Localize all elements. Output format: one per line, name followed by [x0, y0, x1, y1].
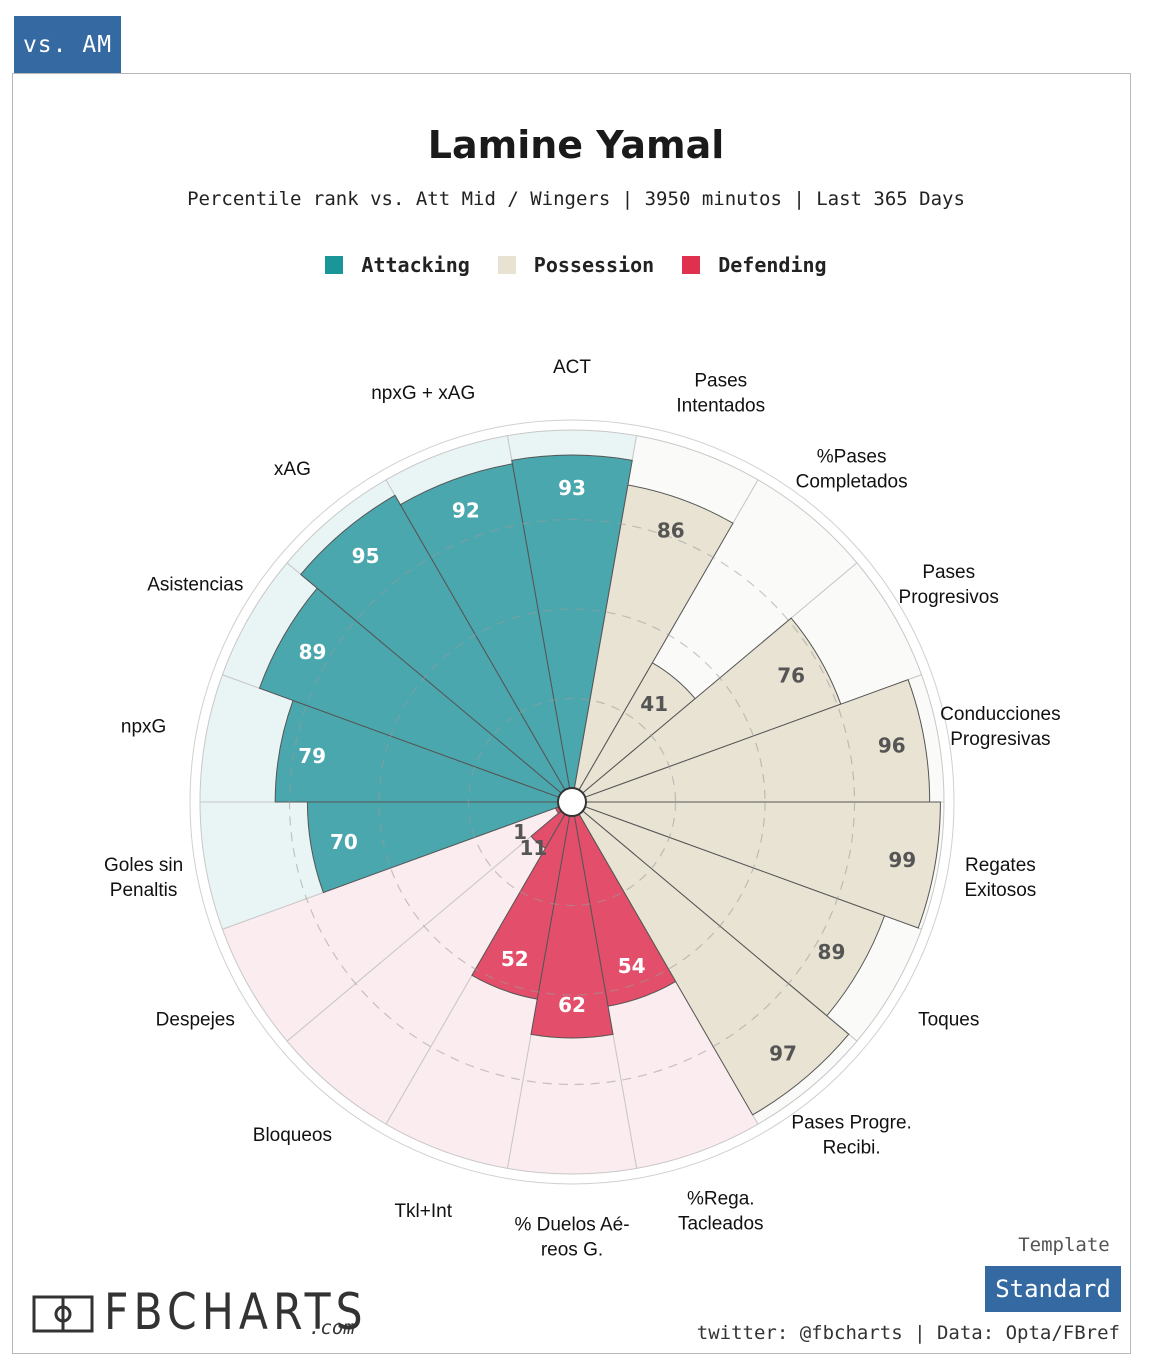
- value-label: 93: [558, 476, 586, 500]
- category-label: %Rega. Tacleados: [678, 1188, 764, 1234]
- comparison-tag: vs. AM: [14, 16, 121, 73]
- category-label: %Pases Completados: [796, 446, 908, 492]
- category-label: Pases Progresivos: [899, 562, 999, 608]
- category-label: % Duelos Aé-reos G.: [514, 1215, 629, 1261]
- legend-label-possession: Possession: [533, 253, 655, 277]
- grid-circle: [378, 608, 766, 996]
- chart-title: Lamine Yamal: [427, 123, 725, 167]
- value-label: 89: [299, 640, 327, 664]
- template-value: Standard: [985, 1266, 1121, 1312]
- outer-ring: [189, 419, 955, 1185]
- value-label: 89: [818, 940, 846, 964]
- value-label: 99: [888, 848, 916, 872]
- value-label: 76: [777, 663, 805, 687]
- category-label: Pases Progre. Recibi.: [791, 1113, 911, 1159]
- legend-item-possession: Possession: [497, 253, 655, 277]
- category-label: Tkl+Int: [394, 1201, 452, 1222]
- category-label: npxG: [121, 716, 166, 737]
- value-label: 11: [520, 836, 548, 860]
- value-label: 41: [640, 692, 668, 716]
- category-label: Asistencias: [147, 575, 243, 596]
- category-label: npxG + xAG: [371, 383, 475, 404]
- pitch-icon: [32, 1295, 94, 1333]
- credits: twitter: @fbcharts | Data: Opta/FBref: [696, 1322, 1120, 1344]
- value-label: 1: [513, 820, 527, 844]
- category-label: Despejes: [156, 1010, 235, 1031]
- value-label: 92: [452, 498, 480, 522]
- value-label: 52: [501, 947, 529, 971]
- fbcharts-logo: FBCHARTS .com: [32, 1283, 414, 1341]
- category-label: Conducciones Progresivas: [940, 704, 1060, 750]
- legend-label-attacking: Attacking: [361, 253, 470, 277]
- value-labels: 93 86 41 76 96 99 89 97 54 62 52 111 70 79 89 95 92: [298, 476, 916, 1065]
- legend-swatch-defending: [682, 256, 701, 274]
- value-label: 54: [618, 954, 646, 978]
- template-label: Template: [1018, 1234, 1110, 1256]
- value-label: 70: [330, 830, 358, 854]
- grid-circle: [467, 697, 677, 907]
- value-label: 97: [769, 1041, 797, 1065]
- category-label: Pases Intentados: [676, 371, 765, 417]
- category-label: Bloqueos: [253, 1125, 332, 1146]
- value-label: 79: [298, 744, 326, 768]
- category-label: xAG: [274, 459, 311, 480]
- gridlines: [189, 419, 955, 1185]
- chart-frame: [12, 73, 1131, 1354]
- legend: Attacking Possession Defending: [0, 253, 1152, 277]
- center-hole: [557, 787, 587, 817]
- category-label: Goles sin Penaltis: [104, 855, 183, 901]
- category-labels: ACT Pases Intentados %Pases Completados Pases…: [104, 357, 1061, 1261]
- chart-subtitle: Percentile rank vs. Att Mid / Wingers | …: [187, 188, 965, 210]
- grid-circle: [288, 518, 856, 1086]
- logo-suffix: .com: [309, 1317, 355, 1339]
- value-label: 62: [558, 993, 586, 1017]
- legend-label-defending: Defending: [718, 253, 827, 277]
- category-label: ACT: [553, 357, 591, 378]
- category-label: Toques: [918, 1010, 979, 1031]
- value-label: 96: [878, 734, 906, 758]
- category-label: Regates Exitosos: [964, 855, 1036, 901]
- value-label: 95: [352, 544, 380, 568]
- legend-item-defending: Defending: [682, 253, 827, 277]
- value-label: 86: [657, 519, 685, 543]
- logo-text: FBCHARTS: [104, 1283, 368, 1341]
- legend-swatch-possession: [497, 256, 516, 274]
- legend-item-attacking: Attacking: [325, 253, 470, 277]
- legend-swatch-attacking: [325, 256, 344, 274]
